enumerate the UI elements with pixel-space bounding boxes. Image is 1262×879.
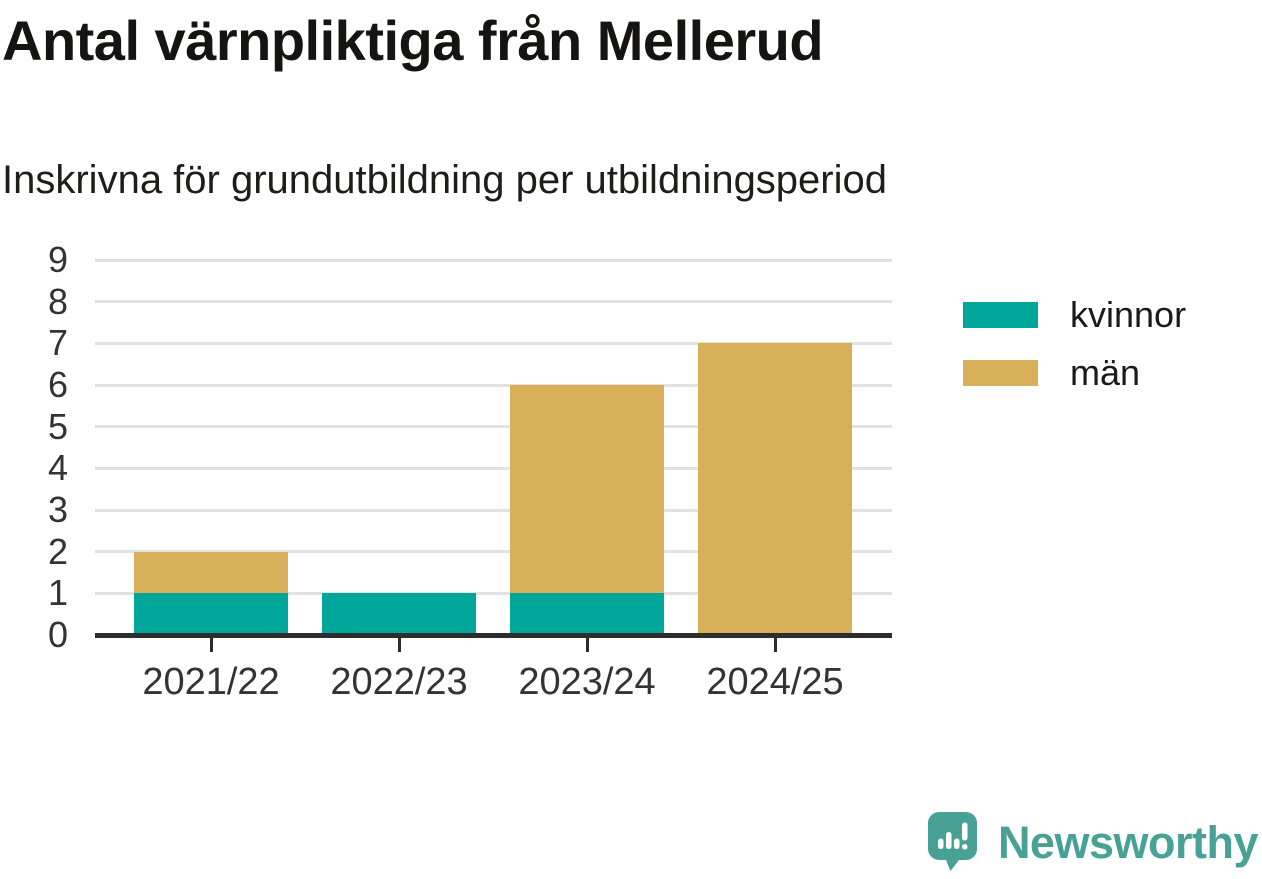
newsworthy-wordmark: Newsworthy	[997, 816, 1259, 868]
legend-item-kvinnor: kvinnor	[963, 294, 1187, 335]
gridline-y9	[95, 258, 892, 262]
y-axis-tick-label: 3	[47, 489, 68, 530]
chart-subtitle: Inskrivna för grundutbildning per utbild…	[2, 158, 887, 202]
gridline-y8	[95, 300, 892, 304]
y-axis-tick-label: 2	[47, 530, 68, 572]
chart-title: Antal värnpliktiga från Mellerud	[2, 9, 824, 72]
y-axis-tick-label: 9	[47, 239, 68, 280]
newsworthy-icon	[927, 812, 977, 871]
gridline-y3	[95, 508, 892, 512]
x-axis-tick-label: 2023/24	[518, 661, 656, 703]
x-axis-tick-label: 2024/25	[706, 661, 844, 703]
legend: kvinnor män	[963, 294, 1187, 418]
x-tick-mark-2024/25	[773, 637, 777, 652]
gridline-y6	[95, 383, 892, 387]
newsworthy-logo: Newsworthy	[927, 812, 1259, 873]
x-axis-line	[95, 632, 892, 638]
x-axis-tick-label: 2021/22	[142, 661, 280, 703]
y-axis-tick-label: 0	[47, 614, 68, 655]
bar-män-2021/22	[134, 551, 288, 594]
legend-label-kvinnor: kvinnor	[1070, 294, 1187, 335]
bar-kvinnor-2023/24	[510, 593, 664, 635]
gridline-y5	[95, 425, 892, 429]
bar-män-2024/25	[698, 343, 852, 635]
x-axis-tick-label: 2022/23	[330, 661, 468, 703]
legend-item-män: män	[963, 352, 1186, 393]
y-axis-tick-label: 7	[47, 322, 68, 364]
legend-label-män: män	[1070, 352, 1141, 393]
x-tick-mark-2023/24	[585, 637, 589, 652]
x-tick-mark-2022/23	[397, 637, 401, 652]
bar-kvinnor-2022/23	[322, 593, 476, 635]
y-axis-tick-label: 4	[47, 447, 68, 489]
y-axis-tick-label: 5	[47, 405, 68, 447]
gridline-y1	[95, 591, 892, 595]
x-tick-mark-2021/22	[209, 637, 213, 652]
bar-män-2023/24	[510, 385, 664, 594]
gridline-y2	[95, 550, 892, 554]
y-axis-tick-label: 8	[47, 280, 68, 322]
y-axis-tick-label: 6	[47, 364, 68, 405]
gridline-y4	[95, 466, 892, 470]
gridline-y7	[95, 341, 892, 345]
legend-swatch-män	[963, 360, 1038, 386]
legend-swatch-kvinnor	[963, 302, 1038, 328]
y-axis-tick-label: 1	[47, 572, 68, 614]
bar-kvinnor-2021/22	[134, 593, 288, 635]
